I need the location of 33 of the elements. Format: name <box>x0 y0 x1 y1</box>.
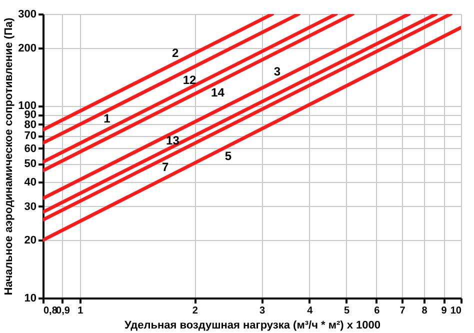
x-tick-label: 1 <box>78 306 84 316</box>
y-tick-label: 50 <box>24 158 36 170</box>
x-tick-label: 3 <box>259 306 266 316</box>
y-tick-label: 20 <box>24 234 36 247</box>
series-label: 1 <box>104 112 111 126</box>
series-label: 3 <box>274 64 281 78</box>
y-tick-label: 60 <box>24 142 36 155</box>
y-tick-label: 90 <box>24 109 36 122</box>
y-tick-label: 300 <box>18 8 36 20</box>
x-tick-label: 7 <box>400 306 406 316</box>
y-tick-label: 40 <box>24 176 36 189</box>
x-tick-label: 10 <box>450 306 462 316</box>
x-tick-label: 4 <box>307 306 314 316</box>
y-tick-label: 30 <box>24 200 36 213</box>
y-tick-label: 200 <box>18 42 36 54</box>
y-axis-title: Начальное аэродинамическое сопротивление (Па) <box>3 17 16 296</box>
y-tick-label: 80 <box>24 118 36 131</box>
series-label: 2 <box>172 46 180 60</box>
series-label: 7 <box>162 160 169 174</box>
x-tick-label: 5 <box>344 306 350 316</box>
series-label: 13 <box>166 134 180 148</box>
x-tick-label: 9 <box>441 306 448 316</box>
series-label: 14 <box>211 85 225 100</box>
y-tick-label: 10 <box>24 292 36 304</box>
y-tick-label: 70 <box>24 130 36 142</box>
series-label: 12 <box>182 72 197 87</box>
x-tick-label: 2 <box>192 306 198 316</box>
x-tick-label: 0,9 <box>56 306 70 316</box>
x-axis-title: Удельная воздушная нагрузка (м³/ч * м²) x 1000 <box>124 320 381 332</box>
series-label: 5 <box>224 148 232 163</box>
x-tick-label: 8 <box>422 306 428 316</box>
x-tick-label: 0,8 <box>44 306 58 316</box>
x-tick-label: 6 <box>374 306 380 316</box>
